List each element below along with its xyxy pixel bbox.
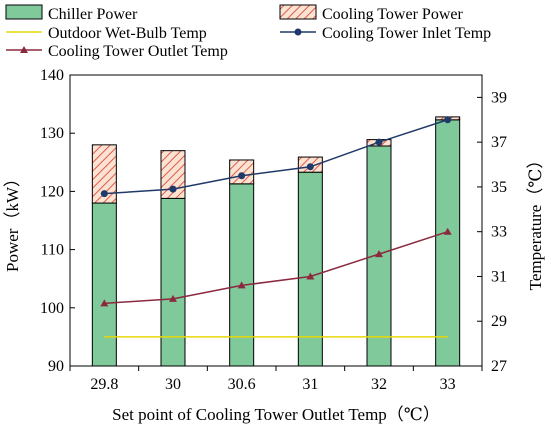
left-tick-label: 140 (40, 67, 64, 84)
right-tick-label: 37 (491, 134, 507, 151)
point-cooling-tower-outlet-temp (375, 250, 383, 258)
series-markers (100, 116, 452, 307)
bar-chiller-power (435, 119, 461, 367)
legend-swatch-cooling-tower-power (279, 4, 317, 20)
right-tick-label: 29 (491, 313, 507, 330)
point-cooling-tower-outlet-temp (100, 299, 109, 307)
bar-cooling-tower-power (229, 159, 255, 185)
left-tick-label: 130 (40, 125, 64, 142)
point-cooling-tower-outlet-temp (306, 272, 315, 280)
x-tick-label: 31 (302, 376, 318, 393)
line-cooling-tower-inlet-temp (104, 119, 448, 195)
point-cooling-tower-inlet-temp (444, 116, 452, 124)
x-axis-ticks: 29.8 30 30.6 31 32 33 (69, 366, 483, 393)
legend-label-chiller-power: Chiller Power (48, 6, 138, 23)
line-cooling-tower-outlet-temp (104, 230, 448, 305)
legend-item-cooling-tower-outlet-temp: Cooling Tower Outlet Temp (6, 43, 228, 60)
x-tick-label: 32 (371, 376, 387, 393)
point-cooling-tower-outlet-temp (443, 227, 452, 235)
legend-marker-cooling-tower-outlet-temp (20, 46, 28, 53)
right-tick-label: 39 (491, 89, 507, 106)
legend-item-cooling-tower-power: Cooling Tower Power (279, 4, 463, 23)
x-tick-label: 30 (165, 376, 181, 393)
legend-item-cooling-tower-inlet-temp: Cooling Tower Inlet Temp (280, 25, 491, 42)
point-cooling-tower-inlet-temp (169, 185, 177, 193)
bars (91, 116, 461, 367)
right-axis-ticks: 27 29 31 33 35 37 39 (477, 89, 507, 375)
legend: Chiller Power Cooling Tower Power Outdoo… (5, 4, 491, 60)
legend-label-cooling-tower-outlet-temp: Cooling Tower Outlet Temp (48, 43, 228, 60)
right-tick-label: 35 (491, 179, 507, 196)
point-cooling-tower-outlet-temp (169, 294, 177, 302)
x-tick-label: 33 (440, 376, 456, 393)
series-lines (104, 119, 448, 338)
right-tick-label: 33 (491, 224, 507, 241)
legend-marker-cooling-tower-inlet-temp (294, 28, 302, 36)
x-axis-title: Set point of Cooling Tower Outlet Temp（℃… (112, 405, 440, 424)
y-axis-title-left: Power（kW） (3, 170, 22, 272)
point-cooling-tower-inlet-temp (238, 172, 246, 180)
bar-chiller-power (160, 197, 186, 367)
plot-area (69, 74, 483, 367)
legend-label-cooling-tower-inlet-temp: Cooling Tower Inlet Temp (322, 25, 491, 42)
right-tick-label: 27 (491, 358, 507, 375)
legend-swatch-chiller-power (5, 4, 43, 20)
left-axis-ticks: 90 100 110 120 130 140 (40, 67, 75, 375)
legend-item-chiller-power: Chiller Power (5, 4, 138, 23)
bar-chiller-power (91, 202, 117, 367)
point-cooling-tower-inlet-temp (306, 163, 314, 171)
left-tick-label: 90 (48, 358, 64, 375)
point-cooling-tower-inlet-temp (375, 138, 383, 146)
left-tick-label: 110 (41, 242, 64, 259)
x-tick-label: 30.6 (228, 376, 256, 393)
point-cooling-tower-outlet-temp (237, 281, 246, 289)
left-tick-label: 120 (40, 183, 64, 200)
left-tick-label: 100 (40, 300, 64, 317)
y-axis-title-right: Temperature（℃） (526, 152, 545, 291)
legend-label-cooling-tower-power: Cooling Tower Power (322, 6, 463, 23)
right-tick-label: 31 (491, 268, 507, 285)
legend-item-outdoor-wet-bulb-temp: Outdoor Wet-Bulb Temp (6, 25, 207, 42)
bar-chiller-power (229, 183, 255, 367)
x-tick-label: 29.8 (90, 376, 118, 393)
point-cooling-tower-inlet-temp (100, 190, 108, 198)
legend-label-outdoor-wet-bulb-temp: Outdoor Wet-Bulb Temp (48, 25, 207, 42)
